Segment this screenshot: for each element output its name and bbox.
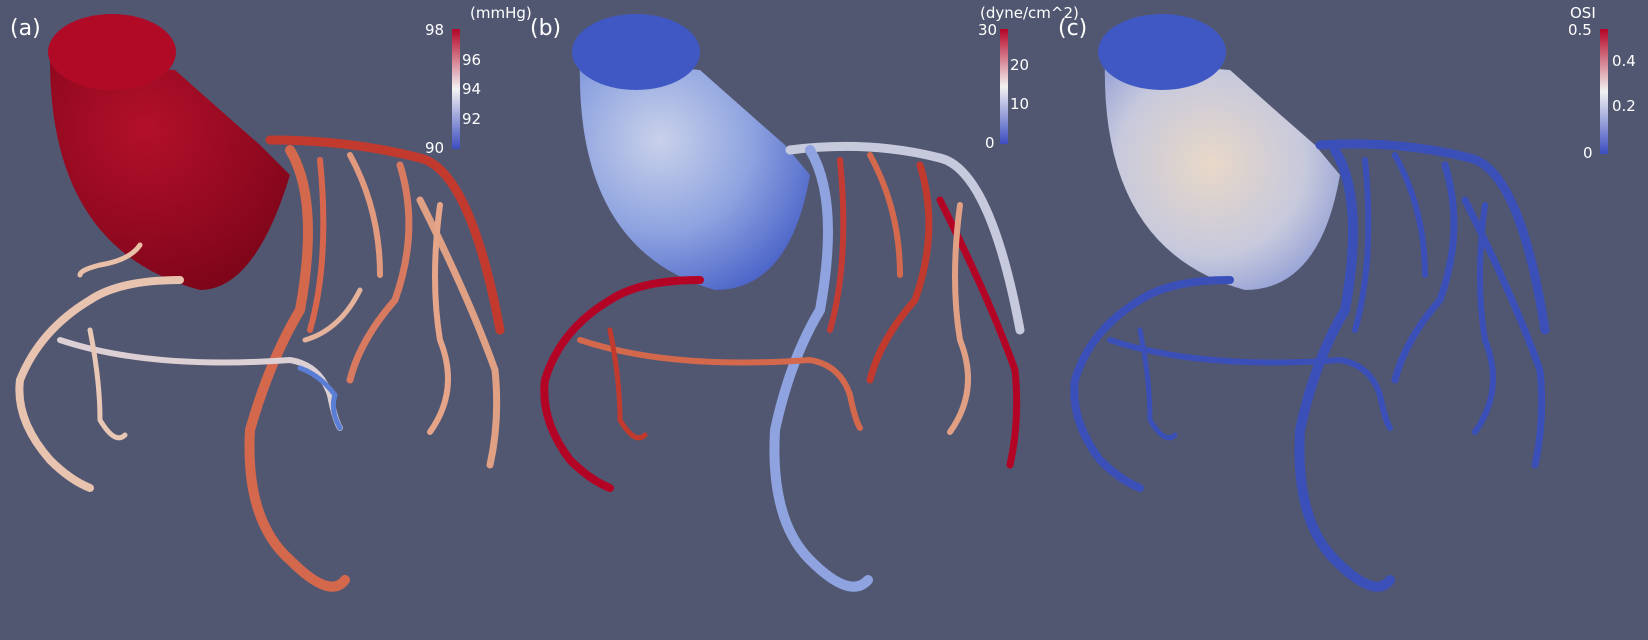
colorbar-c-tick-0: 0 [1583, 144, 1593, 162]
colorbar-b-scale [1000, 29, 1008, 144]
panel-a-label: (a) [10, 16, 41, 41]
colorbar-b-tick-30: 30 [978, 21, 998, 39]
colorbar-b-tick-0: 0 [985, 134, 995, 152]
colorbar-b-tick-20: 20 [1010, 56, 1030, 74]
colorbar-a-tick-98: 98 [425, 21, 445, 39]
colorbar-b-title: (dyne/cm^2) [980, 4, 1079, 22]
panel-b-label: (b) [530, 16, 562, 41]
colorbar-a-tick-94: 94 [462, 80, 482, 98]
colorbar-a-tick-92: 92 [462, 110, 482, 128]
colorbar-c-tick-0-4: 0.4 [1612, 52, 1636, 70]
colorbar-c-title: OSI [1570, 4, 1596, 22]
colorbar-c-scale [1600, 29, 1608, 154]
colorbar-a-tick-90: 90 [425, 139, 445, 157]
colorbar-a-tick-96: 96 [462, 51, 482, 69]
colorbar-a-title: (mmHg) [470, 4, 532, 22]
colorbar-b-tick-10: 10 [1010, 95, 1030, 113]
colorbar-a-scale [452, 29, 460, 149]
colorbar-c-tick-0-5: 0.5 [1568, 21, 1592, 39]
panel-a-model [15, 14, 505, 592]
panel-c-model [1070, 14, 1550, 592]
panel-c-label: (c) [1058, 16, 1088, 41]
colorbar-c-tick-0-2: 0.2 [1612, 97, 1636, 115]
panel-b-model [540, 14, 1025, 592]
